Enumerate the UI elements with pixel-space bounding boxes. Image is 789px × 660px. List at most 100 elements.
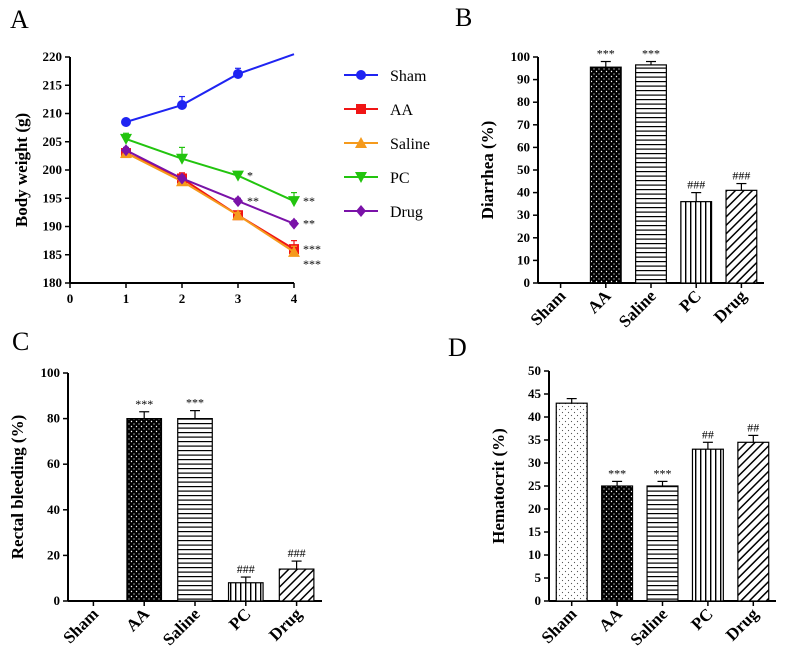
legend-label: PC (390, 170, 410, 187)
significance-label: *** (597, 47, 615, 61)
y-axis-title: Hematocrit (%) (489, 428, 508, 544)
category-label: Sham (527, 286, 570, 329)
series-pc: *** (120, 132, 315, 208)
legend-item-pc: PC (344, 170, 410, 187)
bar-pc (680, 201, 713, 284)
category-label: Drug (710, 286, 751, 327)
category-label: Saline (626, 604, 671, 649)
significance-label: ### (732, 169, 750, 183)
y-tick-label: 10 (517, 252, 530, 267)
y-tick-label: 40 (47, 502, 60, 517)
y-tick-label: 100 (41, 365, 61, 380)
data-point (121, 144, 131, 157)
significance-label: *** (186, 396, 204, 410)
significance-label: ### (237, 562, 255, 576)
series-sham (121, 53, 295, 127)
series-aa: *** (121, 148, 321, 256)
y-tick-label: 185 (43, 247, 63, 262)
significance-label: ### (687, 178, 705, 192)
x-tick-label: 2 (179, 291, 186, 306)
significance-label: ### (288, 546, 306, 560)
significance-label: ## (702, 427, 714, 441)
significance-label: *** (135, 397, 153, 411)
y-axis-title: Diarrhea (%) (478, 121, 497, 220)
bar-aa (589, 66, 622, 284)
series-line-pc (125, 137, 295, 202)
y-axis-title: Rectal bleeding (%) (8, 415, 27, 559)
category-label: Saline (159, 604, 204, 649)
y-tick-label: 195 (43, 190, 63, 205)
significance-label: * (247, 169, 253, 183)
y-tick-label: 35 (528, 432, 542, 447)
panel-c-rectal-bleeding: C 0 20 40 60 80 100 Rectal bleeding (%) Sham *** A… (8, 327, 322, 649)
data-point (120, 133, 132, 145)
series-saline: *** (120, 147, 321, 271)
data-point (177, 172, 187, 185)
data-point (289, 217, 299, 230)
y-tick-label: 5 (535, 570, 542, 585)
category-label: Saline (615, 286, 660, 331)
significance-label: ** (303, 217, 315, 231)
bar-drug (725, 189, 758, 284)
y-tick-label: 220 (43, 49, 63, 64)
significance-label: *** (654, 466, 672, 480)
significance-label: *** (642, 47, 660, 61)
category-label: PC (225, 604, 254, 633)
y-tick-label: 60 (517, 139, 530, 154)
y-tick-label: 20 (528, 501, 541, 516)
category-label: Drug (265, 604, 306, 645)
legend-item-drug: Drug (344, 204, 423, 221)
significance-label: ** (247, 194, 259, 208)
y-tick-label: 45 (528, 386, 542, 401)
y-tick-label: 20 (47, 547, 60, 562)
y-tick-label: 25 (528, 478, 542, 493)
y-tick-label: 50 (528, 363, 541, 378)
y-tick-label: 0 (54, 593, 61, 608)
y-tick-label: 40 (517, 185, 530, 200)
y-tick-label: 0 (535, 593, 542, 608)
data-point (176, 153, 188, 165)
y-tick-label: 70 (517, 117, 530, 132)
significance-label: *** (303, 242, 321, 256)
y-tick-label: 215 (43, 77, 63, 92)
bar-pc (227, 582, 264, 602)
series-line-saline (125, 152, 295, 253)
y-tick-label: 200 (43, 162, 63, 177)
y-tick-label: 180 (43, 275, 63, 290)
bar-saline (177, 418, 213, 602)
legend-item-aa: AA (344, 102, 414, 119)
data-point (177, 100, 187, 111)
x-tick-label: 3 (235, 291, 242, 306)
legend-label: Drug (390, 204, 423, 221)
y-tick-label: 30 (517, 207, 530, 222)
y-tick-label: 210 (43, 106, 63, 121)
bar-saline (646, 485, 679, 602)
panel-b-diarrhea: B 0 10 20 30 40 50 60 70 80 90 100 Diarrhea (%) Sham *… (455, 3, 764, 331)
bar-drug (278, 568, 315, 602)
y-tick-label: 15 (528, 524, 542, 539)
panel-letter-d: D (448, 333, 467, 362)
legend-marker (356, 104, 366, 114)
data-point (288, 196, 300, 208)
legend-marker (355, 172, 367, 183)
y-tick-label: 20 (517, 230, 530, 245)
category-label: Sham (59, 604, 102, 647)
bar-sham (555, 402, 588, 602)
panel-d-hematocrit: D 0 5 10 15 20 25 30 35 40 45 50 Hematocrit (%) Sham *… (448, 333, 776, 649)
series-line-drug (125, 149, 295, 225)
category-label: Drug (722, 604, 763, 645)
y-tick-label: 90 (517, 72, 530, 87)
legend-item-sham: Sham (344, 68, 427, 85)
y-tick-label: 40 (528, 409, 541, 424)
significance-label: ** (303, 194, 315, 208)
series-line-aa (125, 152, 295, 250)
significance-label: ## (747, 420, 759, 434)
legend-marker (355, 137, 367, 148)
y-tick-label: 10 (528, 547, 541, 562)
panel-a-body-weight: A 180 185 190 195 200 205 210 215 220 0 1 2 3 4 Body we… (10, 5, 430, 306)
y-tick-label: 50 (517, 162, 530, 177)
legend-label: Saline (390, 136, 430, 153)
y-tick-label: 30 (528, 455, 541, 470)
y-tick-label: 205 (43, 134, 63, 149)
data-point (288, 245, 300, 257)
